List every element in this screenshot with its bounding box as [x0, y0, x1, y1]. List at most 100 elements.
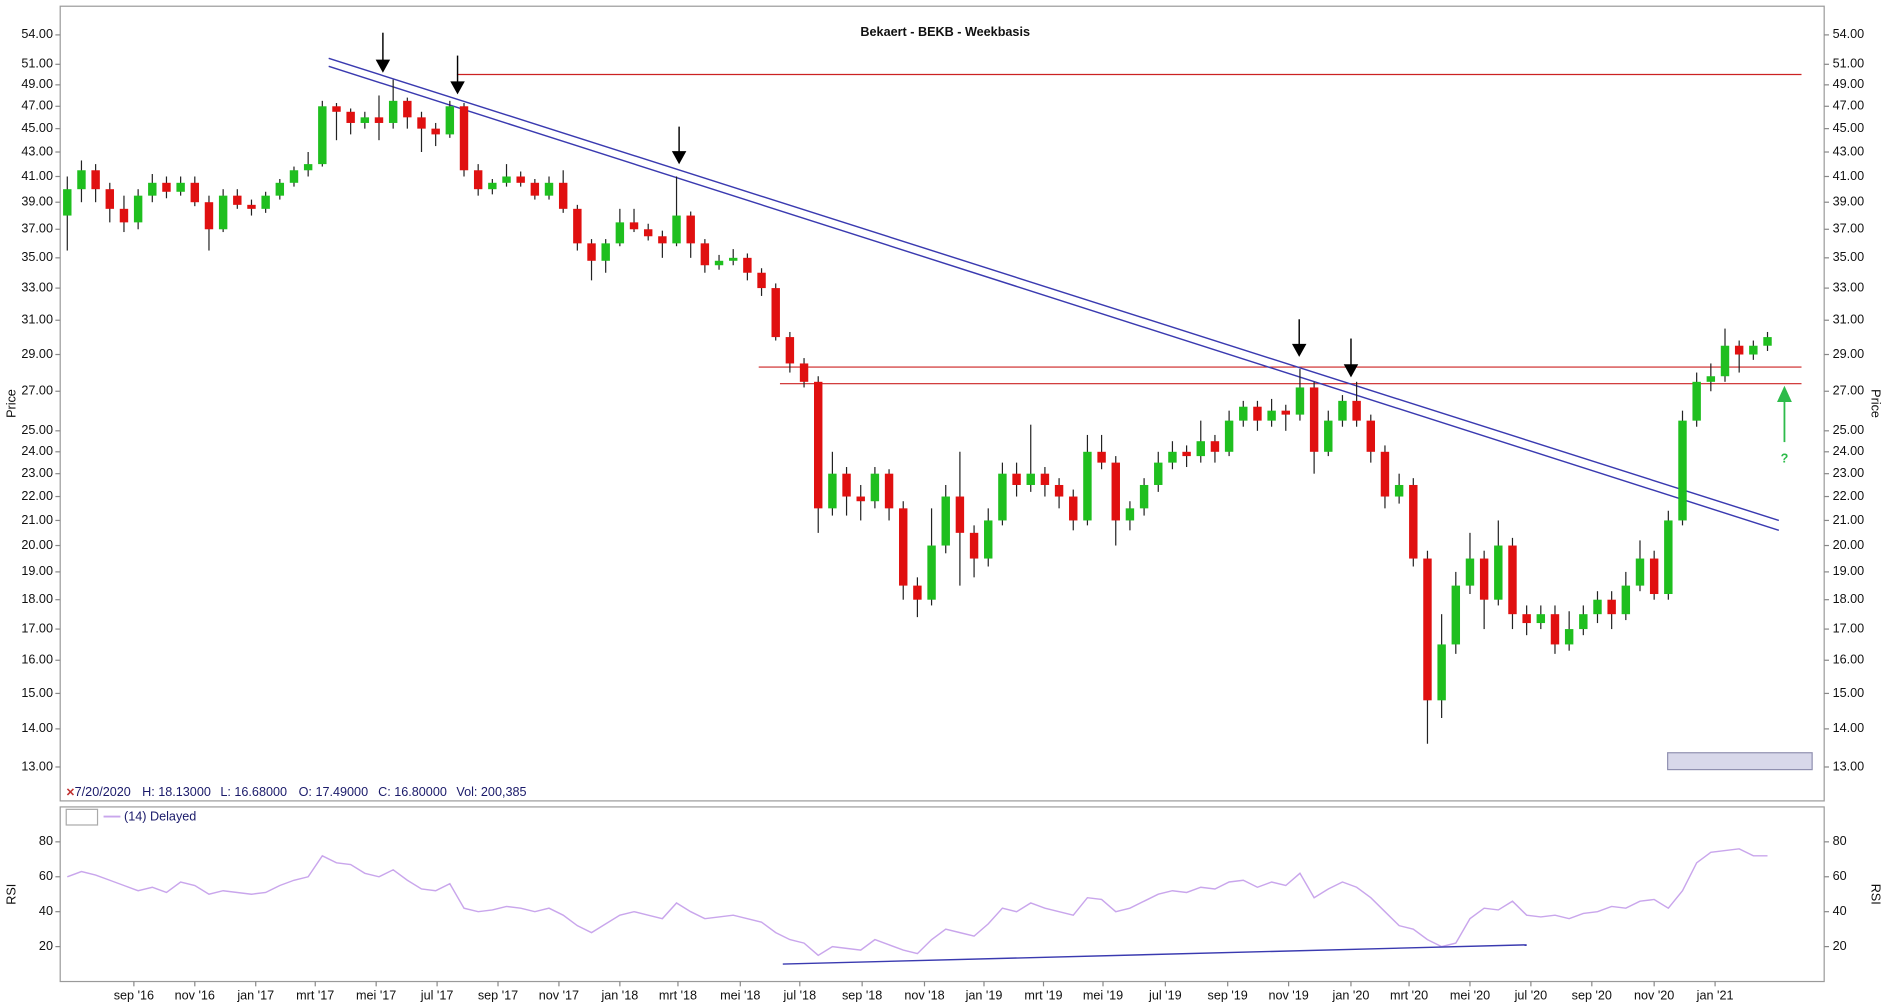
y-tick-label-right: 19.00: [1833, 564, 1865, 578]
candle-body: [1253, 406, 1262, 421]
x-tick-label: sep '18: [842, 988, 882, 1002]
y-tick-label-right: 39.00: [1833, 195, 1865, 209]
y-tick-label-right: 15.00: [1833, 686, 1865, 700]
candle-body: [587, 243, 596, 261]
y-tick-label: 45.00: [21, 121, 53, 135]
candle-body: [516, 176, 525, 183]
y-tick-label-right: 49.00: [1833, 77, 1865, 91]
candle-body: [162, 182, 171, 192]
y-tick-label: 13.00: [21, 759, 53, 773]
candle-body: [360, 117, 370, 123]
candle-body: [91, 170, 100, 190]
candle-body: [1522, 614, 1531, 624]
candle-body: [1097, 451, 1106, 463]
y-tick-label: 60: [39, 869, 53, 883]
candle-body: [700, 243, 710, 266]
candle-body: [1720, 345, 1730, 377]
arrow-head: [1291, 343, 1307, 357]
candle-body: [1664, 520, 1673, 595]
candle-body: [1692, 381, 1701, 421]
candle-body: [176, 182, 185, 192]
y-tick-label: 40: [39, 904, 53, 918]
chart-title: Bekaert - BEKB - Weekbasis: [860, 25, 1030, 39]
candle-body: [884, 473, 894, 509]
arrows: [375, 32, 1359, 378]
candle-body: [459, 106, 469, 171]
trend-line: [782, 944, 1527, 965]
y-tick-label: 41.00: [21, 169, 53, 183]
candle-body: [1267, 410, 1276, 421]
candle-body: [403, 100, 412, 118]
candle-body: [1593, 599, 1602, 615]
y-tick-label: 29.00: [21, 347, 53, 361]
y-tick-label-right: 27.00: [1833, 384, 1865, 398]
y-tick-label-right: 18.00: [1833, 592, 1865, 606]
info-item: Vol: 200,385: [456, 785, 526, 799]
candle-body: [1069, 496, 1078, 521]
candle-body: [1239, 406, 1248, 421]
candle-body: [955, 496, 965, 533]
candle-body: [318, 106, 327, 165]
candle-body: [927, 545, 936, 600]
info-item: H: 18.13000: [142, 785, 211, 799]
y-tick-label-right: 20: [1833, 939, 1847, 953]
x-tick-label: jul '17: [420, 988, 454, 1002]
candle-body: [1210, 441, 1220, 452]
candle-body: [1281, 410, 1290, 415]
candle-body: [842, 473, 851, 497]
candle-body: [1394, 484, 1404, 497]
candle-body: [289, 170, 299, 183]
y-axis-title: Price: [4, 389, 18, 418]
candle-body: [417, 117, 426, 129]
candle-body: [247, 204, 256, 209]
candle-body: [1579, 614, 1588, 630]
candle-body: [1536, 614, 1546, 624]
arrow-head: [671, 151, 687, 165]
trend-line: [328, 57, 1780, 522]
candle-body: [1352, 400, 1361, 421]
x-tick-label: nov '18: [904, 988, 944, 1002]
candle-body: [190, 182, 200, 203]
y-axis-title: RSI: [4, 884, 18, 905]
candle-body: [686, 215, 695, 244]
x-tick-label: jul '19: [1148, 988, 1182, 1002]
y-tick-label-right: 51.00: [1833, 57, 1865, 71]
y-tick-label: 21.00: [21, 513, 53, 527]
candle-body: [998, 473, 1007, 521]
arrow-head: [1777, 385, 1792, 403]
x-tick-label: mrt '20: [1390, 988, 1428, 1002]
y-tick-label-right: 80: [1833, 834, 1847, 848]
y-tick-label: 20: [39, 939, 53, 953]
rsi-line: [67, 848, 1768, 957]
info-item: L: 16.68000: [220, 785, 287, 799]
price-panel: Bekaert - BEKB - Weekbasis Price Price 13.0…: [4, 25, 1882, 799]
y-tick-label: 14.00: [21, 721, 53, 735]
x-tick-label: nov '19: [1268, 988, 1308, 1002]
candle-body: [374, 117, 384, 123]
y-tick-label: 17.00: [21, 621, 53, 635]
x-tick-label: jan '21: [1696, 988, 1734, 1002]
y-tick-label: 37.00: [21, 222, 53, 236]
candle-body: [1749, 345, 1758, 355]
up-arrow: [1777, 385, 1792, 443]
candle-body: [77, 170, 86, 190]
y-tick-label: 39.00: [21, 195, 53, 209]
candle-body: [1026, 473, 1035, 485]
candle-body: [941, 496, 950, 546]
x-tick-label: mei '18: [720, 988, 760, 1002]
candle-body: [303, 164, 313, 171]
candle-body: [1139, 484, 1149, 509]
y-tick-label: 27.00: [21, 384, 53, 398]
candle-body: [1423, 558, 1432, 701]
candle-body: [1763, 337, 1772, 346]
y-tick-label-right: 20.00: [1833, 538, 1865, 552]
candle-body: [1054, 484, 1064, 497]
y-tick-label: 18.00: [21, 592, 53, 606]
candle-body: [1309, 387, 1319, 452]
candle-body: [743, 257, 752, 273]
candle-body: [133, 195, 143, 223]
x-tick-label: sep '19: [1208, 988, 1248, 1002]
y-tick-label-right: 24.00: [1833, 444, 1865, 458]
candle-body: [1465, 558, 1475, 586]
y-tick-label: 80: [39, 834, 53, 848]
